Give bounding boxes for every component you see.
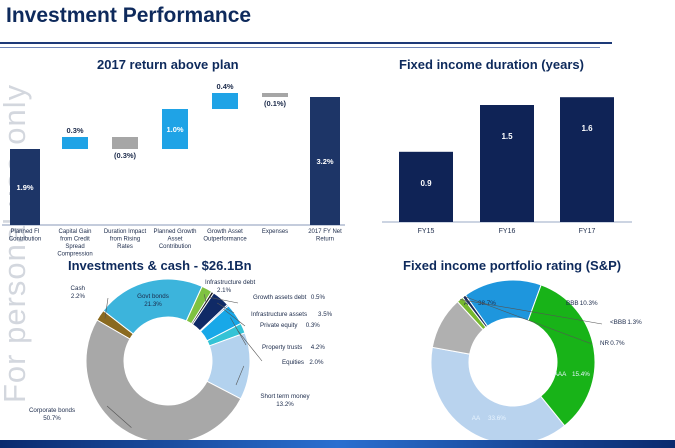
investments-slice-value: 0.3% [306,322,321,329]
investments-slice-value: 2.0% [309,359,324,366]
waterfall-bar [262,93,288,97]
duration-tick-label: FY15 [418,228,435,235]
investments-slice-label: Growth assets debt [253,294,307,301]
investments-slice-label: Private equity [260,322,298,329]
investments-leader-line [216,302,235,314]
waterfall-data-label: 1.0% [166,125,183,134]
investments-slice-value: 2.2% [71,293,86,300]
page-title: Investment Performance [6,4,252,27]
investments-leader-line [237,330,263,362]
investments-leader-line [106,405,132,428]
waterfall-tick-label: from Credit [60,237,90,243]
rating-donut-title: Fixed income portfolio rating (S&P) [403,258,622,273]
rating-slice-value: 15.4% [572,371,590,378]
waterfall-tick-label: Rates [117,244,133,250]
waterfall-tick-label: Duration Impact [104,229,147,235]
rating-slice-label: AA [472,415,481,422]
footer-band [0,440,675,448]
rating-slice-value: 10.3% [580,300,598,307]
duration-data-label: 1.5 [501,132,513,141]
waterfall-tick-label: Contribution [159,244,191,250]
duration-data-label: 1.6 [581,124,593,133]
duration-bar [480,105,534,222]
duration-chart-title: Fixed income duration (years) [399,57,584,72]
rating-slice-label: A [464,300,469,307]
waterfall-bar [162,109,188,149]
rating-slice-value: 0.7% [610,340,625,347]
rating-slice-value: 38.7% [478,300,496,307]
waterfall-bar [112,137,138,149]
rating-slice-value: 1.3% [627,319,642,326]
investments-slice-label: Infrastructure debt [205,279,255,286]
investments-slice-value: 3.5% [318,311,333,318]
investments-slice-value: 50.7% [43,415,61,422]
rating-slice-label: NR [600,340,610,347]
waterfall-tick-label: Planned FI [10,229,39,235]
rating-slice-label: BBB [566,300,579,307]
investments-leader-line [203,294,207,303]
investments-leader-line [209,297,239,304]
rating-slice-label: AAA [554,371,567,378]
investments-donut-title: Investments & cash - $26.1Bn [68,258,252,273]
waterfall-tick-label: Planned Growth [153,229,196,235]
investments-slice-label: Cash [71,285,86,292]
duration-bar [399,151,453,222]
waterfall-tick-label: Asset [167,237,182,243]
rating-slice-value: 33.6% [488,415,506,422]
investments-slice-label: Govt bonds [137,293,169,300]
investments-leader-line [235,365,245,386]
rating-slice-label: <BBB [610,319,626,326]
investments-leader-line [223,309,246,327]
waterfall-tick-label: Spread [65,244,84,250]
duration-tick-label: FY16 [499,228,516,235]
waterfall-bar [62,137,88,149]
rating-leader-line [463,295,593,345]
waterfall-tick-label: Compression [57,252,92,258]
waterfall-tick-label: Capital Gain [58,229,91,235]
waterfall-data-label: (0.1%) [264,99,287,108]
waterfall-tick-label: Contribution [9,237,41,243]
title-rule [0,42,612,44]
waterfall-bar [310,97,340,225]
waterfall-tick-label: Expenses [262,229,288,235]
waterfall-bar [212,93,238,109]
waterfall-chart-title: 2017 return above plan [97,57,239,72]
waterfall-data-label: 3.2% [316,157,333,166]
waterfall-bar [10,149,40,225]
investments-slice-value: 0.5% [311,294,326,301]
waterfall-data-label: 0.3% [66,126,83,135]
investments-slice-label: Infrastructure assets [251,311,307,318]
investments-slice-value: 4.2% [311,344,326,351]
waterfall-data-label: (0.3%) [114,151,137,160]
title-rule-thin [0,47,600,48]
investments-slice-label: Equities [282,359,304,366]
waterfall-tick-label: 2017 FY Net [308,229,342,235]
waterfall-tick-label: Return [316,237,334,243]
waterfall-tick-label: Growth Asset [207,229,243,235]
investments-slice-label: Corporate bonds [29,407,75,414]
duration-tick-label: FY17 [579,228,596,235]
waterfall-data-label: 1.9% [16,183,33,192]
investments-slice-label: Property trusts [262,344,302,351]
investments-leader-line [104,297,109,319]
investments-slice-value: 21.3% [144,301,162,308]
investments-slice-label: Short term money [260,393,310,400]
duration-bar [560,97,614,222]
duration-data-label: 0.9 [420,179,432,188]
investments-slice-value: 2.1% [217,287,232,294]
waterfall-tick-label: Outperformance [203,237,247,243]
waterfall-data-label: 0.4% [216,82,233,91]
waterfall-tick-label: from Rising [110,237,140,243]
investments-slice-value: 13.2% [276,401,294,408]
